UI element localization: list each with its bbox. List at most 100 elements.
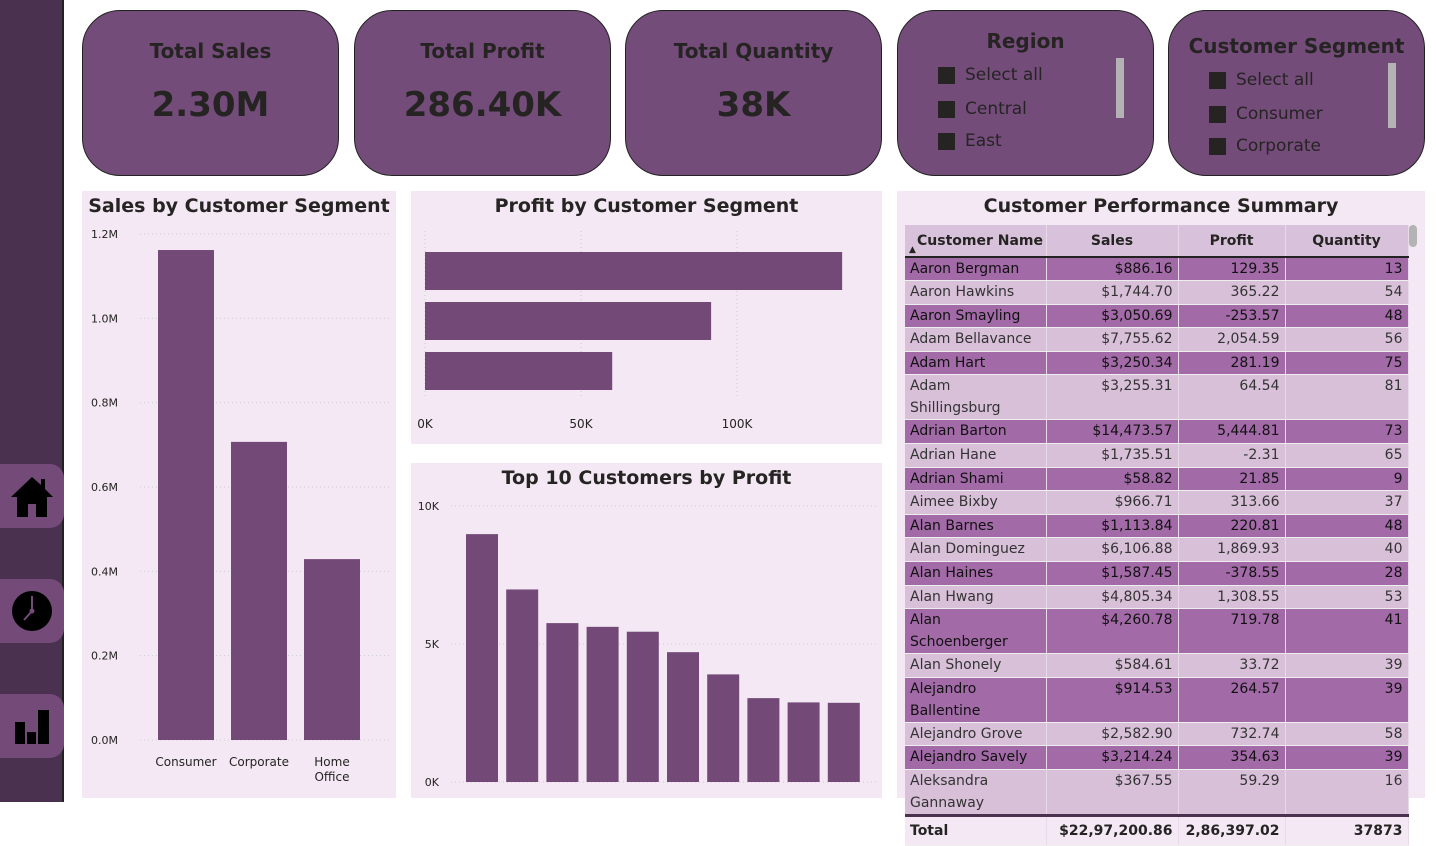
segment-option-corporate[interactable]: Corporate: [1209, 136, 1321, 156]
table-row[interactable]: Aaron Smayling $3,050.69 -253.57 48: [905, 304, 1409, 329]
kpi-value: 38K: [716, 85, 791, 125]
cell-sales: $4,260.78: [1046, 608, 1179, 655]
column-header-profit[interactable]: Profit: [1178, 225, 1286, 258]
cell-profit: 264.57: [1178, 677, 1286, 723]
table-row[interactable]: Adam Hart $3,250.34 281.19 75: [905, 351, 1409, 376]
table-row[interactable]: Alejandro Grove $2,582.90 732.74 58: [905, 722, 1409, 747]
checkbox[interactable]: [938, 66, 955, 84]
cell-sales: $2,582.90: [1046, 722, 1179, 747]
cell-quantity: 48: [1285, 514, 1409, 539]
table-row[interactable]: Aaron Hawkins $1,744.70 365.22 54: [905, 280, 1409, 305]
x-tick-label: 50K: [569, 417, 593, 431]
checkbox[interactable]: [1209, 71, 1226, 89]
cell-customer-name: Adam Hart: [905, 351, 1047, 376]
table-row[interactable]: Alan Schoenberger $4,260.78 719.78 41: [905, 608, 1409, 655]
table-row[interactable]: Alan Barnes $1,113.84 220.81 48: [905, 514, 1409, 539]
option-label: Central: [965, 99, 1027, 119]
column-header-quantity[interactable]: Quantity: [1285, 225, 1409, 258]
option-label: Corporate: [1236, 136, 1321, 156]
kpi-total-profit: Total Profit 286.40K: [354, 10, 611, 176]
nav-chart-button[interactable]: [0, 694, 64, 758]
cell-sales: $3,250.34: [1046, 351, 1179, 376]
table-row[interactable]: Alejandro Savely $3,214.24 354.63 39: [905, 745, 1409, 770]
bar-chart-icon: [15, 710, 49, 744]
region-option-central[interactable]: Central: [938, 99, 1027, 119]
region-option-select-all[interactable]: Select all: [938, 65, 1043, 85]
table-row[interactable]: Adrian Barton $14,473.57 5,444.81 73: [905, 419, 1409, 445]
cell-quantity: 54: [1285, 280, 1409, 305]
cell-customer-name: Aaron Smayling: [905, 304, 1047, 329]
scrollbar[interactable]: [1116, 58, 1124, 118]
cell-profit: 33.72: [1178, 653, 1286, 678]
table-row[interactable]: Alan Dominguez $6,106.88 1,869.93 40: [905, 537, 1409, 563]
bar: [626, 631, 659, 782]
bar: [425, 302, 712, 340]
cell-quantity: 39: [1285, 745, 1409, 770]
table-row[interactable]: Adam Shillingsburg $3,255.31 64.54 81: [905, 374, 1409, 421]
table-scrollbar[interactable]: [1409, 225, 1417, 247]
table-row[interactable]: Alan Haines $1,587.45 -378.55 28: [905, 561, 1409, 586]
cell-customer-name: Adam Shillingsburg: [905, 374, 1047, 421]
cell-profit: -2.31: [1178, 443, 1286, 468]
checkbox[interactable]: [1209, 137, 1226, 155]
checkbox[interactable]: [938, 132, 955, 150]
table-row[interactable]: Aleksandra Gannaway $367.55 59.29 16: [905, 769, 1409, 816]
cell-quantity: 41: [1285, 608, 1409, 655]
column-header-customer-name[interactable]: Customer Name ▲: [905, 225, 1047, 258]
total-cell: 37873: [1285, 814, 1409, 846]
nav-clock-button[interactable]: [0, 579, 64, 643]
nav-home-button[interactable]: [0, 464, 64, 528]
bar-consumer: [158, 250, 214, 741]
total-cell: 2,86,397.02: [1178, 814, 1286, 846]
cell-profit: 281.19: [1178, 351, 1286, 376]
cell-sales: $3,255.31: [1046, 374, 1179, 421]
table-row[interactable]: Alejandro Ballentine $914.53 264.57 39: [905, 677, 1409, 723]
scrollbar[interactable]: [1388, 63, 1396, 128]
x-tick-label: Corporate: [229, 755, 289, 769]
region-option-east[interactable]: East: [938, 131, 1002, 151]
cell-profit: 1,308.55: [1178, 585, 1286, 610]
cell-profit: 5,444.81: [1178, 419, 1286, 445]
table-row[interactable]: Alan Hwang $4,805.34 1,308.55 53: [905, 585, 1409, 610]
cell-customer-name: Adrian Hane: [905, 443, 1047, 468]
chart-title: Sales by Customer Segment: [88, 195, 390, 217]
table-total-row: Total $22,97,200.86 2,86,397.02 37873: [905, 814, 1409, 846]
y-tick-label: 0.8M: [91, 397, 118, 410]
bar: [506, 589, 539, 782]
table-title: Customer Performance Summary: [983, 195, 1339, 217]
table-row[interactable]: Adrian Shami $58.82 21.85 9: [905, 467, 1409, 492]
checkbox[interactable]: [1209, 105, 1226, 123]
cell-profit: 129.35: [1178, 257, 1286, 282]
cell-customer-name: Alan Haines: [905, 561, 1047, 586]
option-label: East: [965, 131, 1002, 151]
cell-customer-name: Adrian Shami: [905, 467, 1047, 492]
table-row[interactable]: Adrian Hane $1,735.51 -2.31 65: [905, 443, 1409, 468]
bar: [667, 652, 699, 782]
cell-sales: $58.82: [1046, 467, 1179, 492]
bar: [586, 626, 619, 782]
y-tick-label: 1.2M: [91, 228, 118, 241]
bar: [827, 702, 860, 782]
cell-sales: $4,805.34: [1046, 585, 1179, 610]
customer-table: Customer Name ▲ Sales Profit Quantity Aar…: [905, 225, 1409, 846]
cell-quantity: 40: [1285, 537, 1409, 563]
cell-profit: 313.66: [1178, 490, 1286, 515]
profit-by-segment-chart: Profit by Customer Segment 0K 50K 100K: [411, 191, 882, 444]
column-header-sales[interactable]: Sales: [1046, 225, 1179, 258]
y-tick-label: 0.4M: [91, 565, 118, 578]
checkbox[interactable]: [938, 100, 955, 118]
x-tick-label: 100K: [722, 417, 754, 431]
table-row[interactable]: Aimee Bixby $966.71 313.66 37: [905, 490, 1409, 515]
segment-option-consumer[interactable]: Consumer: [1209, 104, 1323, 124]
table-row[interactable]: Adam Bellavance $7,755.62 2,054.59 56: [905, 327, 1409, 352]
y-tick-label: 1.0M: [91, 312, 118, 325]
cell-customer-name: Aleksandra Gannaway: [905, 769, 1047, 816]
chart-title: Top 10 Customers by Profit: [501, 467, 792, 489]
bar: [787, 702, 820, 782]
table-row[interactable]: Alan Shonely $584.61 33.72 39: [905, 653, 1409, 678]
kpi-title: Total Profit: [420, 39, 545, 63]
cell-customer-name: Alejandro Grove: [905, 722, 1047, 747]
table-row[interactable]: Aaron Bergman $886.16 129.35 13: [905, 257, 1409, 282]
segment-option-select-all[interactable]: Select all: [1209, 70, 1314, 90]
cell-customer-name: Aimee Bixby: [905, 490, 1047, 515]
